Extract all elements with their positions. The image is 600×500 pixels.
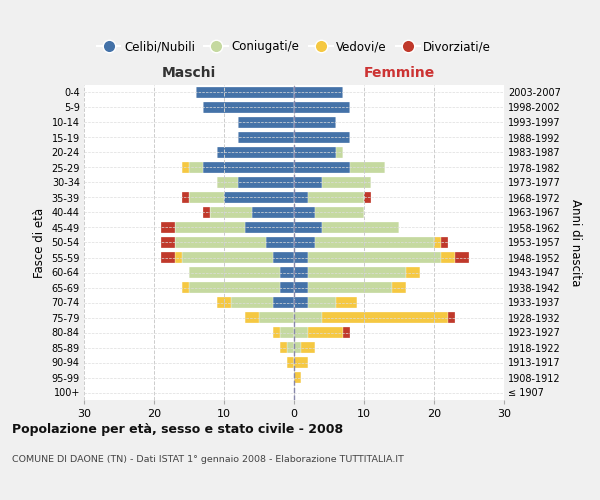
Bar [189,162,203,173]
Bar [315,207,364,218]
Bar [189,282,280,293]
Bar [455,252,469,263]
Bar [350,162,385,173]
Text: Popolazione per età, sesso e stato civile - 2008: Popolazione per età, sesso e stato civil… [12,422,343,436]
Bar [161,252,175,263]
Bar [308,297,336,308]
Y-axis label: Fasce di età: Fasce di età [33,208,46,278]
Bar [182,282,189,293]
Bar [175,222,245,233]
Text: Femmine: Femmine [364,66,434,80]
Bar [182,162,189,173]
Bar [245,222,294,233]
Bar [182,252,273,263]
Bar [294,192,308,203]
Bar [364,192,371,203]
Bar [217,297,231,308]
Bar [294,87,343,98]
Bar [441,237,448,248]
Bar [266,237,294,248]
Bar [280,327,294,338]
Bar [294,102,350,113]
Bar [322,312,448,323]
Bar [294,327,308,338]
Bar [196,87,294,98]
Bar [294,132,350,143]
Bar [294,342,301,353]
Bar [294,222,322,233]
Bar [336,297,357,308]
Bar [175,237,266,248]
Bar [280,267,294,278]
Bar [294,357,308,368]
Bar [182,192,189,203]
Bar [308,192,364,203]
Bar [273,327,280,338]
Bar [294,267,308,278]
Bar [245,312,259,323]
Bar [294,252,308,263]
Bar [252,207,294,218]
Bar [259,312,294,323]
Bar [238,177,294,188]
Legend: Celibi/Nubili, Coniugati/e, Vedovi/e, Divorziati/e: Celibi/Nubili, Coniugati/e, Vedovi/e, Di… [92,36,496,58]
Bar [273,252,294,263]
Bar [308,252,441,263]
Bar [294,312,322,323]
Text: Maschi: Maschi [162,66,216,80]
Bar [448,312,455,323]
Bar [308,327,343,338]
Bar [315,237,434,248]
Bar [322,222,399,233]
Bar [203,207,210,218]
Bar [294,162,350,173]
Bar [294,237,315,248]
Bar [336,147,343,158]
Bar [210,207,252,218]
Bar [308,267,406,278]
Bar [392,282,406,293]
Bar [322,177,371,188]
Bar [238,117,294,128]
Bar [308,282,392,293]
Bar [434,237,441,248]
Bar [224,192,294,203]
Bar [217,147,294,158]
Bar [294,177,322,188]
Bar [441,252,455,263]
Bar [294,147,336,158]
Bar [294,117,336,128]
Bar [294,297,308,308]
Bar [287,342,294,353]
Bar [231,297,273,308]
Bar [238,132,294,143]
Bar [301,342,315,353]
Bar [280,282,294,293]
Bar [189,192,224,203]
Bar [161,222,175,233]
Text: COMUNE DI DAONE (TN) - Dati ISTAT 1° gennaio 2008 - Elaborazione TUTTITALIA.IT: COMUNE DI DAONE (TN) - Dati ISTAT 1° gen… [12,455,404,464]
Bar [203,162,294,173]
Bar [280,342,287,353]
Bar [203,102,294,113]
Bar [175,252,182,263]
Bar [343,327,350,338]
Bar [294,372,301,383]
Y-axis label: Anni di nascita: Anni di nascita [569,199,583,286]
Bar [287,357,294,368]
Bar [294,207,315,218]
Bar [217,177,238,188]
Bar [294,282,308,293]
Bar [161,237,175,248]
Bar [189,267,280,278]
Bar [406,267,420,278]
Bar [273,297,294,308]
